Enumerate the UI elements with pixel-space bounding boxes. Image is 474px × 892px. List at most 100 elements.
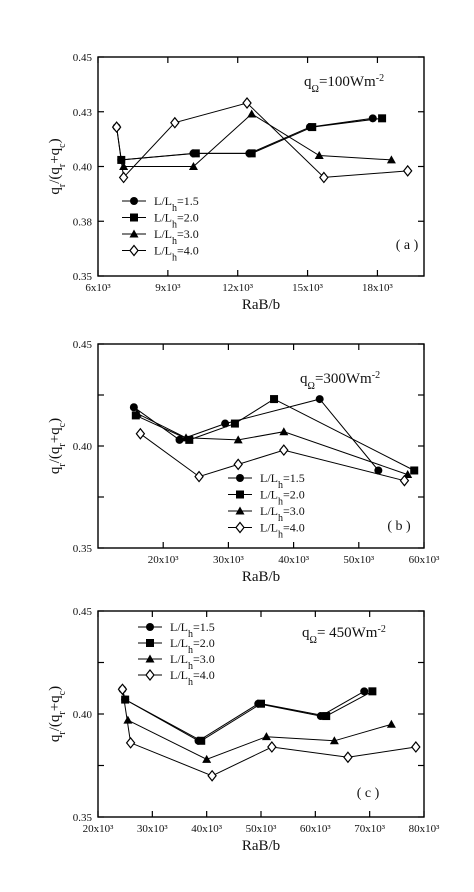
panel-label: ( c ) [357, 786, 380, 801]
data-point [194, 470, 204, 483]
legend-entry-label: L/Lh=2.0 [260, 488, 305, 508]
data-point [261, 732, 271, 741]
data-point [119, 162, 129, 170]
y-axis-label: qr/(qr+qc) [47, 686, 68, 742]
data-point [170, 116, 180, 129]
legend-marker [235, 506, 245, 515]
data-point [279, 444, 289, 457]
data-point [378, 114, 387, 123]
y-tick-label: 0.45 [73, 606, 93, 618]
legend-marker [145, 669, 155, 681]
series-3 [123, 715, 396, 763]
x-tick-label: 12x10³ [222, 282, 254, 294]
data-point [197, 736, 206, 745]
data-point [308, 123, 317, 132]
data-point [386, 155, 396, 164]
legend: L/Lh=1.5L/Lh=2.0L/Lh=3.0L/Lh=4.0 [228, 471, 305, 540]
legend-entry-label: L/Lh=3.0 [154, 227, 199, 247]
data-point [202, 754, 212, 763]
data-point [233, 435, 243, 444]
legend-entry-label: L/Lh=2.0 [170, 636, 215, 656]
data-point [247, 149, 256, 158]
y-tick-label: 0.40 [73, 162, 93, 174]
x-tick-label: 80x10³ [409, 823, 441, 835]
x-tick-label: 20x10³ [148, 554, 180, 566]
legend-marker [130, 197, 138, 205]
x-tick-label: 50x10³ [343, 554, 375, 566]
data-point [399, 474, 410, 487]
x-tick-label: 6x10³ [85, 282, 111, 294]
data-point [242, 97, 252, 109]
data-point [111, 121, 122, 134]
annotation: qΩ= 450Wm-2 [302, 624, 386, 646]
legend-entry-label: L/Lh=4.0 [170, 668, 215, 688]
x-tick-label: 40x10³ [191, 823, 223, 835]
panel-label: ( a ) [396, 238, 419, 253]
data-point [319, 171, 329, 184]
y-tick-label: 0.45 [73, 52, 93, 64]
y-tick-label: 0.38 [73, 216, 93, 228]
data-point [191, 149, 200, 158]
data-point [125, 736, 136, 749]
legend-marker [236, 490, 244, 499]
series-4 [135, 427, 410, 487]
x-tick-label: 15x10³ [292, 282, 324, 294]
y-tick-label: 0.35 [73, 543, 93, 555]
data-point [257, 699, 265, 708]
data-point [343, 751, 353, 764]
chart-panel-3: 0.35 0.40 0.45 20x10³ 30x10³ 40x10³ 50x10³ 60x1… [47, 606, 440, 854]
data-point [121, 695, 130, 704]
data-point [314, 151, 324, 160]
data-point [270, 395, 279, 404]
x-tick-label: 20x10³ [83, 823, 115, 835]
series-4 [117, 683, 421, 782]
x-axis-label: RaB/b [242, 569, 280, 585]
legend-entry-label: L/Lh=2.0 [154, 211, 199, 231]
x-tick-label: 40x10³ [278, 554, 310, 566]
data-point [279, 427, 289, 436]
data-point [132, 408, 142, 417]
y-tick-label: 0.40 [73, 709, 93, 721]
legend-entry-label: L/Lh=4.0 [154, 244, 199, 264]
y-axis-label: qr/(qr+qc) [47, 138, 68, 194]
data-point [402, 164, 413, 177]
data-point [315, 395, 324, 404]
legend-marker [129, 229, 139, 238]
x-tick-label: 70x10³ [354, 823, 386, 835]
data-point [267, 740, 277, 753]
x-tick-label: 60x10³ [300, 823, 332, 835]
series-line [136, 412, 408, 476]
annotation: qΩ=300Wm-2 [300, 370, 380, 392]
x-axis-label: RaB/b [242, 838, 280, 854]
legend-marker [146, 623, 154, 631]
data-point [175, 435, 184, 444]
legend: L/Lh=1.5L/Lh=2.0L/Lh=3.0L/Lh=4.0 [138, 620, 215, 688]
data-point [118, 171, 129, 184]
y-tick-label: 0.35 [73, 271, 93, 283]
legend-marker [130, 213, 138, 222]
chart-panel-1: 0.35 0.38 0.40 0.43 0.45 6x10³ 9x10³ 12x10³ 15x1… [47, 52, 425, 313]
legend-entry-label: L/Lh=3.0 [260, 504, 305, 524]
legend-entry-label: L/Lh=1.5 [154, 194, 199, 214]
x-tick-label: 18x10³ [362, 282, 394, 294]
data-point [207, 769, 217, 782]
series-3 [119, 109, 396, 170]
legend-entry-label: L/Lh=1.5 [170, 620, 215, 640]
legend-marker [129, 244, 139, 257]
x-tick-label: 30x10³ [137, 823, 169, 835]
legend-marker [145, 654, 155, 663]
series-line [135, 398, 415, 471]
data-point [188, 162, 198, 170]
data-point [233, 458, 243, 471]
x-tick-label: 50x10³ [246, 823, 278, 835]
chart-panel-2: 0.35 0.40 0.45 20x10³ 30x10³ 40x10³ 50x10³ 60x1… [47, 339, 440, 585]
x-tick-label: 30x10³ [213, 554, 245, 566]
legend-entry-label: L/Lh=3.0 [170, 652, 215, 672]
data-point [129, 403, 138, 412]
x-tick-label: 60x10³ [409, 554, 441, 566]
legend-marker [236, 474, 244, 482]
annotation: qΩ=100Wm-2 [304, 73, 384, 95]
series-3 [132, 408, 413, 479]
data-point [374, 466, 383, 475]
